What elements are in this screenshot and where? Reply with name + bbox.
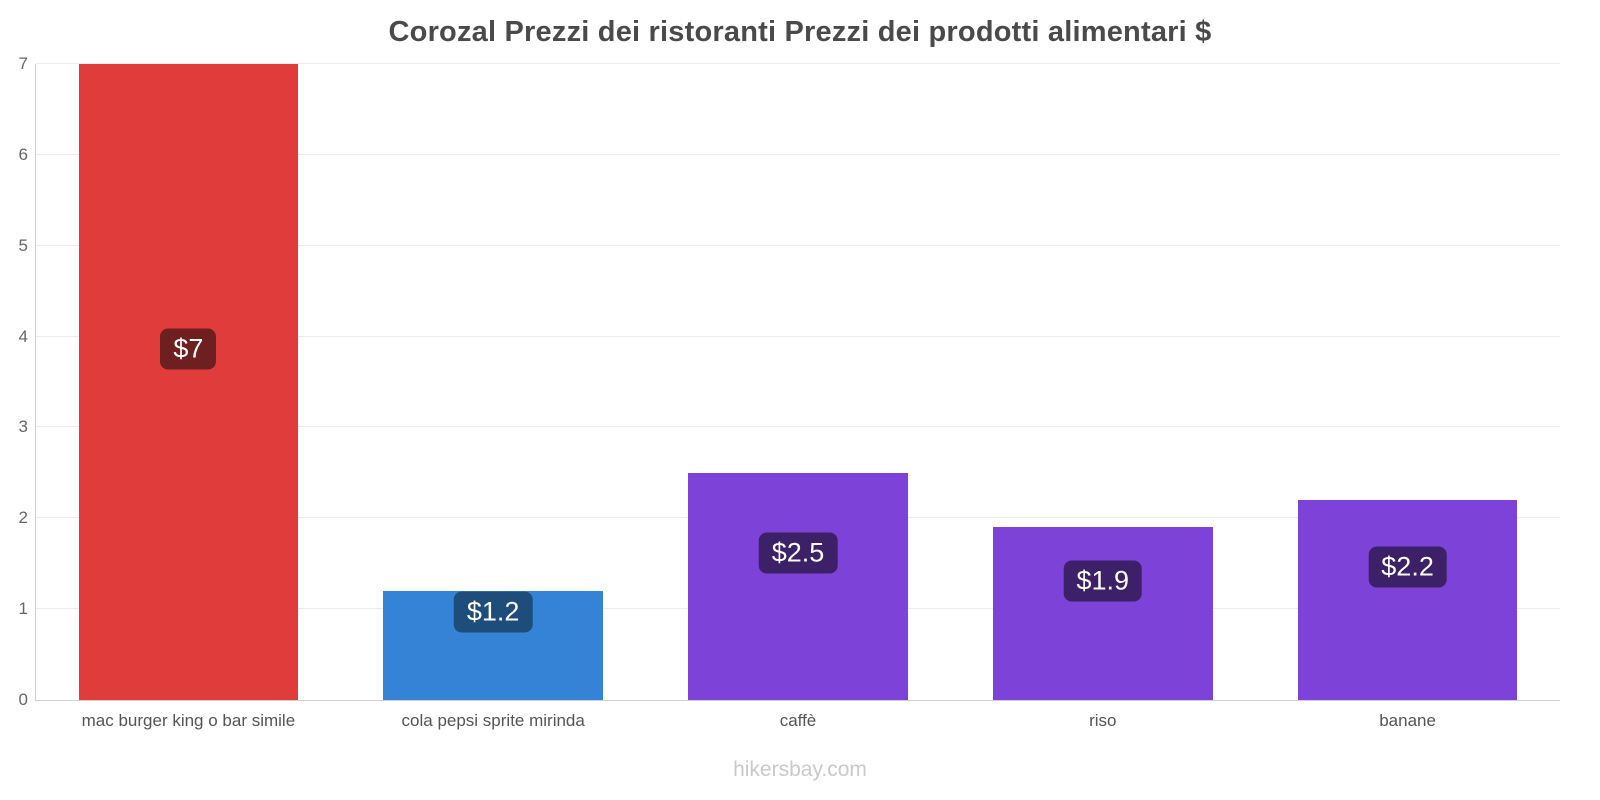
gridline-y-5: [36, 244, 1560, 246]
x-axis-label-1: mac burger king o bar simile: [81, 711, 296, 730]
x-axis-label-4: riso: [1089, 711, 1117, 730]
y-axis-tick-7: 7: [18, 54, 28, 73]
value-label-2: $1.2: [453, 591, 533, 633]
y-axis-tick-1: 1: [18, 599, 28, 619]
watermark-text: hikersbay.com: [733, 758, 867, 781]
value-label-4: $1.9: [1063, 560, 1143, 602]
bar-group-4: $1.9 riso: [950, 64, 1255, 730]
y-axis-tick-2: 2: [18, 508, 28, 528]
y-axis-tick-0: 0: [18, 690, 28, 709]
gridline-y-4: [36, 335, 1560, 337]
gridline-y-7: [36, 63, 1560, 64]
bar-1: $7: [78, 64, 299, 700]
y-axis-tick-6: 6: [18, 144, 28, 164]
bar-3: $2.5: [688, 472, 908, 700]
y-axis-tick-5: 5: [18, 235, 28, 255]
bar-group-2: $1.2 cola pepsi sprite mirinda: [341, 64, 646, 730]
y-axis-tick-4: 4: [18, 326, 28, 346]
bar-2: $1.2: [383, 590, 603, 700]
bar-5: $2.2: [1297, 500, 1518, 700]
bar-group-3: $2.5 caffè: [646, 64, 951, 730]
x-axis-label-5: banane: [1379, 711, 1436, 730]
chart-title: Corozal Prezzi dei ristoranti Prezzi dei…: [388, 16, 1212, 48]
value-label-3: $2.5: [758, 532, 838, 574]
bar-group-5: $2.2 banane: [1255, 64, 1560, 730]
y-axis-tick-3: 3: [18, 417, 28, 437]
bar-group-1: $7 mac burger king o bar simile: [36, 64, 341, 730]
gridline-y-6: [36, 153, 1560, 155]
x-axis-label-3: caffè: [779, 711, 817, 730]
value-label-1: $7: [160, 328, 217, 370]
plot-area: 0 1 2 3 4 5 6 7 $7 mac burger king o bar simile $1…: [19, 55, 1560, 730]
gridline-y-3: [36, 426, 1560, 428]
value-label-5: $2.2: [1368, 546, 1447, 588]
bar-4: $1.9: [993, 527, 1213, 700]
x-axis-label-2: cola pepsi sprite mirinda: [401, 711, 585, 730]
